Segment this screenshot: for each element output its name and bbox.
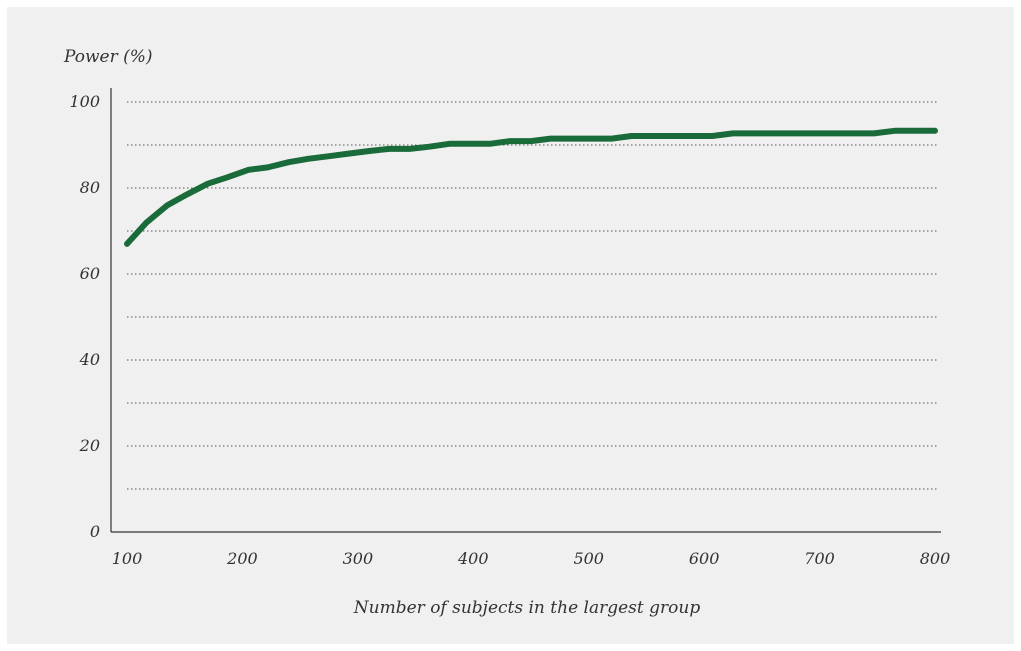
y-tick-label-100: 100: [69, 92, 100, 111]
x-tick-label-800: 800: [920, 549, 951, 568]
y-tick-label-60: 60: [80, 264, 100, 283]
chart-panel: [7, 7, 1014, 644]
y-axis-title: Power (%): [63, 47, 153, 67]
axes: [110, 88, 941, 533]
y-tick-label-20: 20: [79, 436, 100, 455]
y-tick-labels: 0 20 40 60 80 100: [69, 92, 100, 541]
power-series-line: [124, 127, 938, 247]
x-tick-label-700: 700: [804, 549, 835, 568]
x-tick-labels: 100 200 300 400 500 600 700 800: [112, 549, 951, 568]
y-tick-label-0: 0: [90, 522, 100, 541]
x-tick-label-600: 600: [689, 549, 720, 568]
x-axis-title: Number of subjects in the largest group: [353, 598, 701, 618]
x-tick-label-100: 100: [112, 549, 143, 568]
gridlines: [127, 101, 938, 490]
y-tick-label-40: 40: [79, 350, 100, 369]
x-tick-label-500: 500: [573, 549, 604, 568]
x-tick-label-400: 400: [457, 549, 489, 568]
x-tick-label-200: 200: [226, 549, 258, 568]
y-tick-label-80: 80: [80, 178, 100, 197]
x-tick-label-300: 300: [343, 549, 374, 568]
